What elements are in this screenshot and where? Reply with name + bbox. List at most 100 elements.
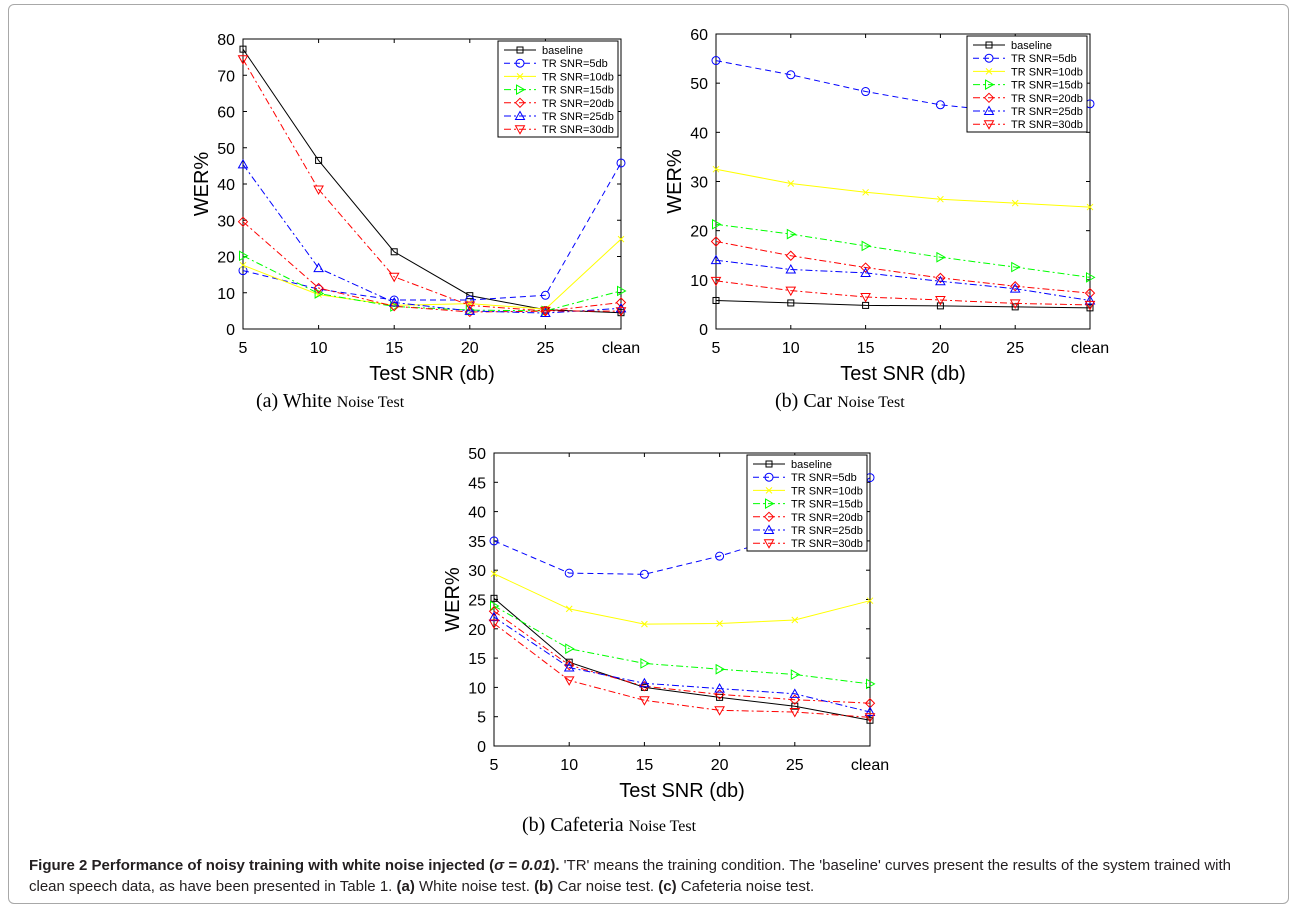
caption-title-text: Figure 2 Performance of noisy training w… [29,857,495,874]
y-tick-label: 60 [217,105,235,122]
y-tick-label: 40 [217,177,235,194]
y-tick-label: 10 [468,680,486,697]
series-line [715,168,1091,208]
x-tick-label: 10 [560,757,578,774]
y-tick-label: 70 [217,68,235,85]
legend-marker [983,92,995,104]
legend-marker [516,73,524,80]
legend-label: TR SNR=10db [1011,66,1083,78]
data-point [1011,199,1019,207]
caption-sigma: σ = 0.01 [494,857,551,874]
x-tick-label: clean [1071,340,1109,357]
panel-caption-suffix: Noise Test [837,394,905,411]
data-point [715,551,725,561]
data-point [791,616,799,624]
series-tr25 [237,158,627,318]
legend-label: TR SNR=25db [1011,106,1083,118]
series-line [493,605,871,685]
x-tick-label: 20 [711,757,729,774]
y-tick-label: 30 [217,213,235,230]
legend-box [966,35,1088,133]
data-point [617,235,625,243]
legend-label: TR SNR=5db [1011,53,1077,65]
data-point [710,254,722,265]
data-point [786,228,797,240]
y-axis-label: WER% [664,149,686,214]
data-point [313,185,324,195]
panel-caption-suffix: Noise Test [629,818,697,835]
series-line [242,59,622,312]
data-point [710,276,722,287]
series-tr30 [488,619,876,723]
data-point [464,306,476,318]
legend-label: TR SNR=5db [542,58,608,70]
chart-panel-a: 0 10 20 30 40 50 60 70 80 5 10 15 20 25 clean Test SNR … [191,32,640,412]
y-tick-label: 60 [690,27,708,44]
series-line [493,573,871,625]
x-tick-label: 20 [461,340,479,357]
data-point [388,297,400,307]
data-point [789,688,801,698]
legend-label: TR SNR=15db [542,85,614,97]
x-axis-label: Test SNR (db) [840,363,966,385]
legend-marker [764,472,774,482]
legend-marker [516,84,526,95]
data-point [388,300,400,312]
data-point [640,658,650,669]
data-point [860,262,871,273]
data-point [714,706,725,716]
data-point [313,282,324,294]
y-tick-label: 10 [690,273,708,290]
legend-label: baseline [1011,40,1052,52]
x-tick-label: 25 [537,340,555,357]
data-point [1011,261,1021,273]
data-point [1009,283,1021,293]
legend-marker [763,524,775,534]
data-point [314,288,325,299]
series-tr5 [238,158,626,305]
chart-panel-b: 0 10 20 30 40 50 60 5 10 15 20 25 clean Test SNR (db)… [664,27,1109,412]
series-tr10 [712,165,1094,211]
data-point [615,307,627,317]
x-tick-label: 25 [1006,340,1024,357]
data-point [866,678,876,690]
data-point [565,605,573,613]
series-line [493,623,871,718]
data-point [860,267,871,277]
data-point [617,285,627,297]
x-tick-label: 20 [932,340,950,357]
data-point [935,295,946,306]
legend-marker [516,46,524,54]
legend-label: TR SNR=10db [791,485,863,497]
data-point [488,619,500,630]
data-point [237,158,249,169]
data-point [1009,299,1021,309]
series-tr15 [712,218,1096,283]
data-point [490,594,498,602]
data-point [563,676,575,686]
data-point [639,696,650,706]
data-point [237,55,249,65]
data-point [866,716,874,724]
data-point [641,620,648,628]
data-point [862,188,869,196]
y-tick-label: 50 [468,446,486,463]
series-line [715,60,1091,114]
data-point [936,302,944,310]
x-tick-label: 5 [239,340,248,357]
series-line [493,610,871,704]
y-tick-label: 0 [477,739,486,756]
figure-frame [8,4,1289,904]
data-point [388,272,400,283]
data-point [1084,287,1096,299]
data-point [937,195,944,203]
y-tick-label: 30 [690,175,708,192]
data-point [861,240,872,252]
legend-marker [514,110,526,120]
y-tick-label: 30 [468,563,486,580]
series-tr15 [239,250,627,317]
data-point [616,158,626,168]
legend-marker [763,539,775,549]
y-tick-label: 10 [217,286,235,303]
panel-caption: (b) Car Noise Test [775,390,905,412]
